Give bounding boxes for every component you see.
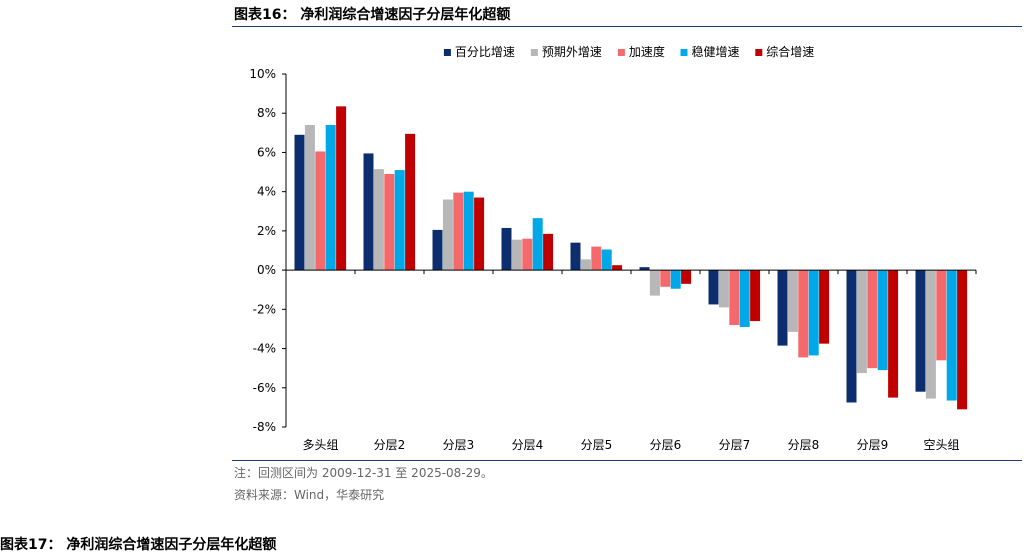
legend-label: 加速度 (629, 44, 665, 59)
bar (867, 270, 878, 369)
bar (373, 169, 384, 271)
bar (463, 191, 474, 271)
bar (925, 270, 936, 399)
legend-label: 预期外增速 (542, 45, 602, 59)
legend-swatch (530, 49, 538, 56)
legend-swatch (755, 49, 763, 56)
bar (819, 270, 830, 344)
bar (946, 270, 957, 401)
y-tick-label: 4% (257, 185, 276, 199)
bar (708, 270, 719, 305)
bar (787, 270, 798, 332)
bar (432, 229, 443, 271)
bar (739, 270, 750, 327)
y-tick-label: -4% (253, 342, 276, 356)
bar (304, 124, 315, 271)
y-tick-label: 0% (257, 263, 276, 277)
bar (405, 133, 416, 271)
bar (808, 270, 819, 356)
bar (522, 238, 533, 271)
bar (729, 270, 740, 326)
bar (777, 270, 788, 346)
bar (336, 106, 347, 271)
bar (570, 242, 581, 271)
x-category-label: 空头组 (923, 438, 959, 452)
legend-label: 百分比增速 (455, 45, 515, 59)
title-divider (232, 26, 1022, 27)
x-category-label: 分层9 (857, 438, 889, 452)
bar (453, 192, 464, 271)
chart-legend: 百分比增速 预期外增速 加速度 稳健增速 综合增速 (443, 44, 814, 59)
x-category-label: 分层4 (512, 438, 544, 452)
bar (325, 124, 336, 271)
y-tick-label: 8% (257, 106, 276, 120)
legend-swatch (680, 49, 688, 56)
bar (856, 270, 867, 374)
chart-source: 资料来源：Wind，华泰研究 (234, 488, 385, 502)
bar (580, 259, 591, 271)
legend-swatch (617, 49, 625, 56)
legend-label: 稳健增速 (692, 44, 740, 59)
x-category-label: 分层8 (788, 438, 820, 452)
bar (442, 199, 453, 271)
next-figure-title: 图表17： 净利润综合增速因子分层年化超额 (0, 537, 277, 553)
bar-chart: 百分比增速 预期外增速 加速度 稳健增速 综合增速 -8% -6% -4% -2% 0% 2% 4%… (249, 44, 977, 452)
y-tick-label: 6% (257, 145, 276, 159)
bar (363, 153, 374, 271)
bar (957, 270, 968, 410)
bar (670, 270, 681, 289)
bar (511, 239, 522, 271)
bar (601, 249, 612, 271)
bar (315, 151, 326, 271)
legend-swatch (443, 49, 451, 56)
chart-note: 注：回测区间为 2009-12-31 至 2025-08-29。 (234, 466, 493, 480)
bar (915, 270, 926, 392)
x-category-label: 分层3 (443, 438, 475, 452)
x-category-label: 分层7 (719, 438, 751, 452)
x-category-label: 多头组 (302, 438, 338, 452)
bar (936, 270, 947, 361)
bar (660, 270, 671, 287)
bar (474, 197, 485, 271)
bar (718, 270, 729, 308)
y-tick-label: 2% (257, 224, 276, 238)
bar (532, 218, 543, 271)
x-category-label: 分层6 (650, 438, 682, 452)
legend-label: 综合增速 (766, 44, 814, 59)
bar (798, 270, 809, 358)
bar (877, 270, 888, 371)
bar (384, 174, 395, 271)
x-category-label: 分层5 (581, 438, 613, 452)
y-tick-label: -6% (253, 381, 276, 395)
y-axis: -8% -6% -4% -2% 0% 2% 4% 6% 8% 10% (249, 67, 287, 434)
x-axis: 多头组 分层2 分层3 分层4 分层5 分层6 分层7 分层8 分层9 空头组 (286, 269, 977, 452)
y-tick-label: -8% (253, 420, 276, 434)
bar (543, 233, 554, 271)
bar (612, 265, 623, 271)
footer-divider (232, 460, 1022, 461)
y-tick-label: -2% (253, 302, 276, 316)
x-category-label: 分层2 (374, 438, 406, 452)
bar (294, 134, 305, 271)
bar (649, 270, 660, 296)
figure-title: 图表16： 净利润综合增速因子分层年化超额 (234, 7, 511, 23)
bar (681, 270, 692, 284)
bar (750, 270, 761, 322)
bar-series (294, 106, 968, 410)
bar (639, 267, 650, 271)
bar (501, 227, 512, 271)
bar (888, 270, 899, 398)
y-tick-label: 10% (249, 67, 276, 81)
bar (591, 246, 602, 271)
bar (394, 170, 405, 271)
bar (846, 270, 857, 403)
